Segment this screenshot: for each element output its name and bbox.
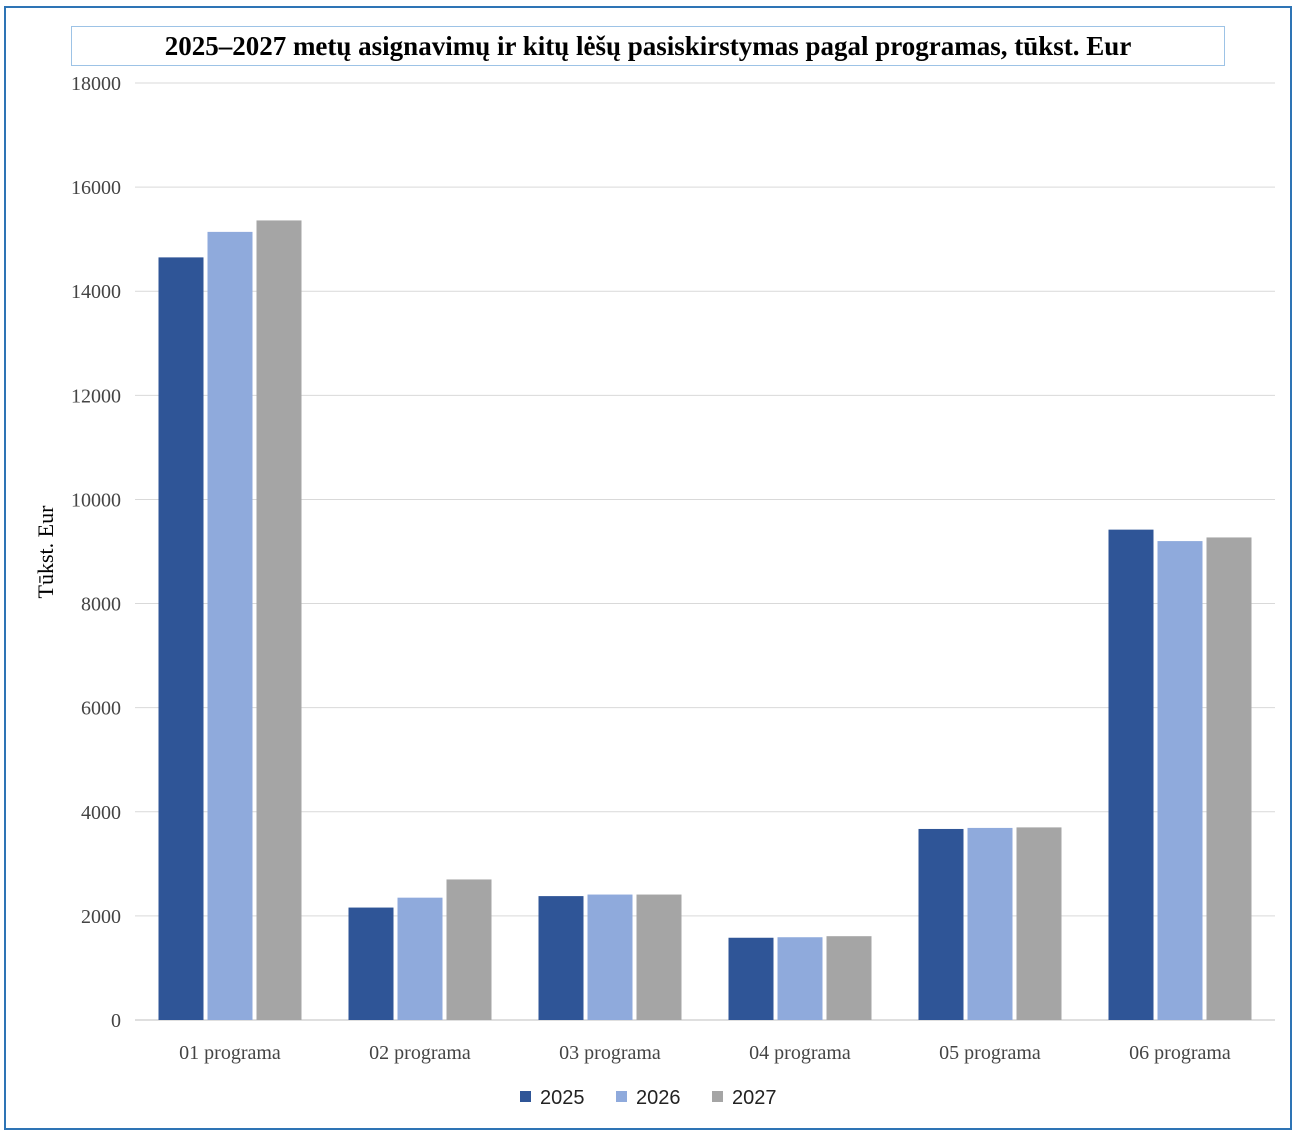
bar-2026 [1157, 541, 1203, 1020]
bar-2027 [636, 894, 682, 1020]
x-tick-label: 03 programa [559, 1042, 661, 1064]
y-tick-label: 12000 [71, 385, 121, 407]
y-tick-label: 0 [111, 1010, 121, 1032]
y-tick-label: 8000 [81, 594, 121, 616]
bar-2026 [207, 231, 253, 1020]
legend: 2025 2026 2027 [520, 1087, 777, 1109]
y-tick-label: 6000 [81, 698, 121, 720]
x-tick-label: 04 programa [749, 1042, 851, 1064]
bar-2026 [397, 897, 443, 1020]
bar-2027 [1016, 827, 1062, 1020]
x-axis-ticks: 01 programa 02 programa 03 programa 04 prog… [179, 1042, 1231, 1064]
y-tick-label: 14000 [71, 281, 121, 303]
bar-2026 [967, 827, 1013, 1020]
legend-swatch-2025 [520, 1091, 531, 1102]
y-tick-label: 16000 [71, 177, 121, 199]
y-tick-label: 2000 [81, 906, 121, 928]
bar-2026 [587, 894, 633, 1020]
y-tick-label: 4000 [81, 802, 121, 824]
bar-2027 [826, 936, 872, 1020]
legend-label: 2025 [540, 1087, 585, 1109]
x-tick-label: 02 programa [369, 1042, 471, 1064]
y-tick-label: 18000 [71, 73, 121, 95]
bar-2027 [446, 879, 492, 1020]
bar-2025 [538, 896, 584, 1020]
bar-2025 [1108, 529, 1154, 1020]
bar-2026 [777, 937, 823, 1020]
legend-label: 2026 [636, 1087, 681, 1109]
bar-2025 [918, 828, 964, 1020]
y-axis-label: Tūkst. Eur [33, 505, 58, 599]
x-tick-label: 06 programa [1129, 1042, 1231, 1064]
legend-swatch-2026 [616, 1091, 627, 1102]
bar-2027 [1206, 537, 1252, 1020]
y-axis-ticks: 0 2000 4000 6000 8000 10000 12000 14000 16000 180… [71, 73, 121, 1032]
bar-2025 [348, 907, 394, 1020]
bars [158, 220, 1252, 1021]
legend-swatch-2027 [712, 1091, 723, 1102]
y-tick-label: 10000 [71, 489, 121, 511]
legend-label: 2027 [732, 1087, 777, 1109]
x-tick-label: 05 programa [939, 1042, 1041, 1064]
bar-2027 [256, 220, 302, 1021]
chart-title: 2025–2027 metų asignavimų ir kitų lėšų p… [71, 26, 1225, 66]
bar-2025 [158, 257, 204, 1020]
x-tick-label: 01 programa [179, 1042, 281, 1064]
gridlines [135, 82, 1275, 1021]
bar-2025 [728, 937, 774, 1020]
